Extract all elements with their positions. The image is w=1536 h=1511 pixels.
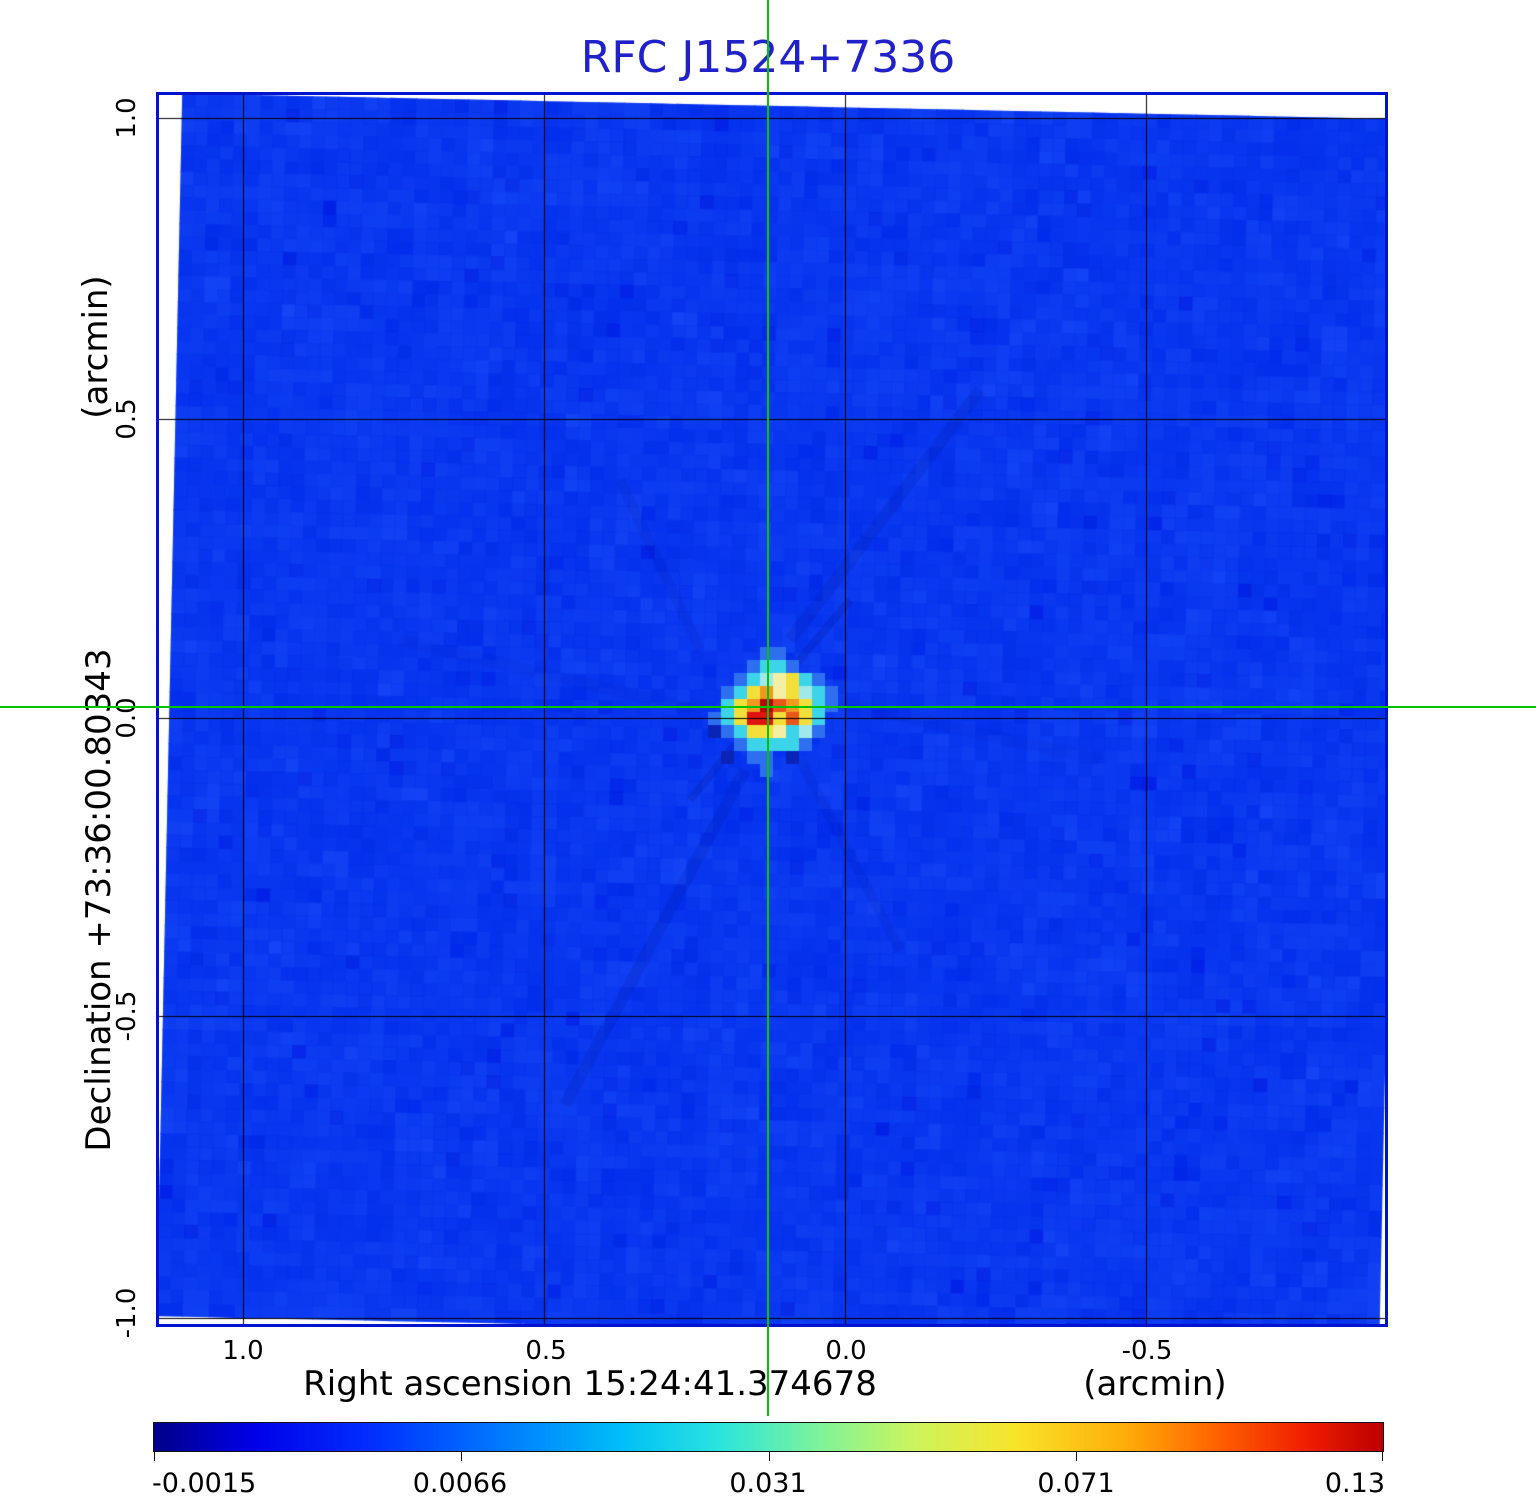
colorbar-tick-0	[154, 1452, 155, 1461]
crosshair-horizontal-line	[0, 706, 1536, 708]
colorbar-tick-2	[768, 1452, 770, 1461]
y-tick-1.0: 1.0	[112, 97, 142, 139]
colorbar-label-3: 0.071	[1037, 1468, 1115, 1499]
colorbar-tick-4	[1381, 1452, 1383, 1461]
x-tick--0.5: -0.5	[1121, 1336, 1173, 1366]
y-tick--0.5: -0.5	[112, 990, 142, 1042]
y-tick-0.5: 0.5	[112, 398, 142, 440]
y-tick-0.0: 0.0	[112, 697, 142, 739]
colorbar-label-2: 0.031	[729, 1468, 807, 1499]
colorbar-tick-1	[461, 1452, 463, 1461]
colorbar-tick-3	[1075, 1452, 1077, 1461]
x-tick-0.0: 0.0	[825, 1336, 867, 1366]
x-axis-label: Right ascension 15:24:41.374678	[303, 1364, 877, 1404]
x-axis-unit-label: (arcmin)	[1083, 1364, 1227, 1404]
y-axis-unit-label: (arcmin)	[76, 275, 116, 419]
colorbar	[153, 1422, 1384, 1461]
x-tick-0.5: 0.5	[525, 1336, 567, 1366]
colorbar-label-0: -0.0015	[152, 1468, 257, 1499]
y-tick--1.0: -1.0	[112, 1287, 142, 1339]
x-tick-1.0: 1.0	[222, 1336, 264, 1366]
crosshair-vertical-line	[767, 0, 769, 1416]
colorbar-label-4: 0.13	[1324, 1468, 1385, 1499]
plot-frame	[156, 92, 1388, 1327]
sky-map-image	[159, 95, 1385, 1324]
colorbar-label-1: 0.0066	[412, 1468, 508, 1499]
